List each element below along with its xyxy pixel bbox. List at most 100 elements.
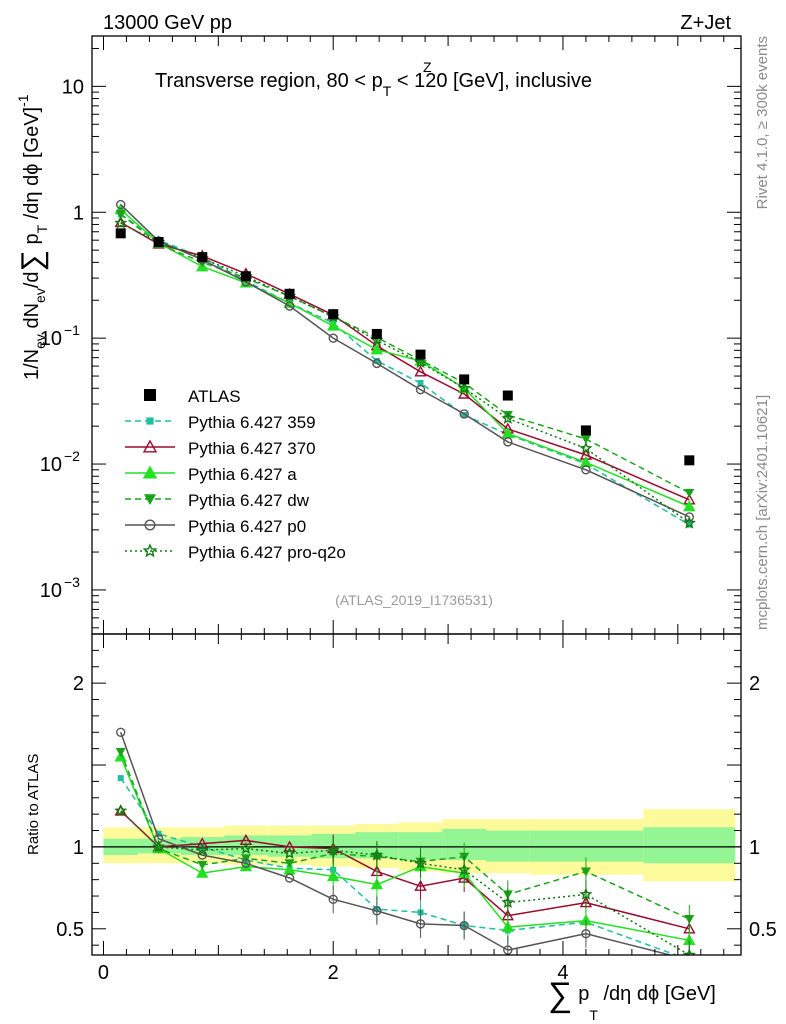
ratio-series-point [117,775,124,782]
series-point [415,384,426,395]
atlas-data-point [502,390,513,401]
ratio-y-axis-label: Ratio to ATLAS [25,754,42,855]
x-tick-label: 2 [328,962,339,984]
legend: ATLAS Pythia 6.427 359 Pythia 6.427 370 Pyt… [125,387,346,562]
atlas-data-point [459,374,470,385]
y-tick-label-exp: −1 [64,322,80,338]
series-line [120,209,690,508]
series-point [461,412,468,419]
legend-label: Pythia 6.427 359 [188,413,316,432]
ratio-y-tick-label-right: 1 [749,837,760,859]
series-point [327,319,340,331]
series-point [116,199,126,210]
series-point [372,358,382,369]
ratio-band-inner [529,830,644,862]
ratio-series-point [115,747,126,757]
series-point [457,381,471,394]
plot-title-sub: T [383,83,392,99]
series-point [683,500,696,512]
series-point [457,387,471,399]
main-series [114,199,696,529]
plot-title-main: Transverse region, 80 < p [155,70,383,92]
x-axis-label: ∑ pT /dη dϕ [GeV] [548,976,716,1023]
series-point [503,437,513,447]
series-line [120,213,690,494]
legend-marker [146,417,154,425]
legend-label: Pythia 6.427 p0 [188,517,306,536]
y-tick-label: 10 [40,328,62,350]
series-line [120,221,690,501]
ratio-band-inner [485,830,530,862]
x-tick-label: 4 [557,962,568,984]
legend-marker [144,519,156,531]
series-point [684,512,695,522]
series-point [414,355,428,369]
legend-marker [142,439,158,453]
legend-marker [144,494,156,505]
plot-title-sup: Z [423,59,432,75]
series-point [328,333,338,343]
ratio-series-point [686,957,692,963]
ratio-series-point [196,837,209,849]
ratio-series-point [152,840,166,853]
ratio-frame [91,633,742,956]
ratio-y-tick-label-right: 2 [749,673,760,695]
atlas-data-point [153,237,164,248]
atlas-data-point [115,228,126,239]
legend-label: Pythia 6.427 pro-q2o [188,543,346,562]
legend-label: Pythia 6.427 a [188,465,297,484]
y-tick-label: 1 [73,202,84,224]
series-line [120,222,690,524]
atlas-data-point [371,328,382,339]
series-point [284,301,295,311]
ratio-series-line [120,810,690,930]
series-point [682,516,696,529]
atlas-data-point [284,288,295,299]
series-point [579,441,593,454]
atlas-data-point [197,252,208,263]
series-line [120,204,690,518]
series-point [115,209,126,219]
legend-marker [142,465,158,479]
ratio-series-point [685,956,693,964]
ratio-series-line [120,756,690,942]
atlas-data-point [328,309,339,320]
ratio-series-point [197,860,208,870]
ratio-series-line [119,732,674,955]
series-point [580,435,591,445]
plot-title-tail: < 120 [GeV], inclusive [391,70,592,92]
ratio-series-line [120,751,690,920]
ratio-y-tick-label: 1 [73,837,84,859]
ratio-series-point [195,843,209,856]
series-point [373,357,380,364]
ratio-series [114,727,696,964]
ratio-series-point [241,858,251,868]
y-tick-label: 10 [40,580,62,602]
atlas-data-point [580,425,591,436]
legend-label: ATLAS [188,387,241,406]
ratio-series-point [682,948,696,955]
y-tick-label-exp: −3 [64,574,80,590]
plot-title: Transverse region, 80 < pT < 120 [GeV], … [155,70,592,99]
series-point [459,409,469,419]
series-point [501,411,515,424]
ratio-series-point [196,866,209,878]
series-point [684,488,695,498]
atlas-data-point [240,271,251,282]
series-point [414,365,427,377]
x-tick-label: 0 [98,962,109,984]
ratio-series-point [116,727,126,737]
legend-label: Pythia 6.427 370 [188,439,316,458]
ratio-y-tick-label: 2 [73,673,84,695]
series-point [370,343,384,355]
legend-label: Pythia 6.427 dw [188,491,310,510]
ratio-series-point [239,841,253,855]
ratio-y-tick-label: 0.5 [56,919,84,941]
ratio-band-inner [643,827,736,864]
energy-label: 13000 GeV pp [103,12,232,34]
series-point [114,216,128,229]
y-tick-label-exp: −2 [64,448,80,464]
process-label: Z+Jet [680,12,731,34]
